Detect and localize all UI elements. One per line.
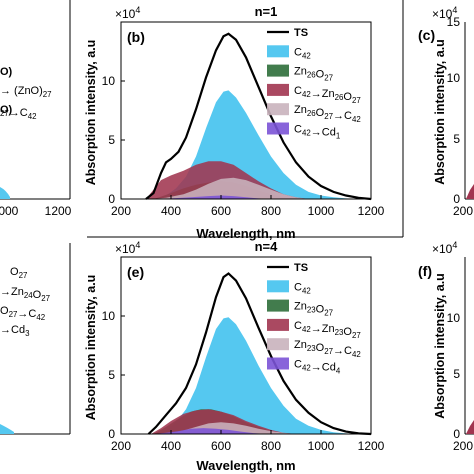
right-f-ytick: 10	[447, 311, 461, 325]
axes-frame	[120, 21, 372, 200]
legend-swatch-c	[267, 280, 289, 293]
legend-label: C42→Zn23O27	[294, 320, 361, 340]
legend-swatch-zn	[267, 64, 289, 77]
x-tick-label: 400	[161, 439, 181, 453]
legend-swatch-czn	[267, 318, 289, 331]
left-a-legend-text: O)	[0, 66, 13, 78]
x-tick-label: 800	[261, 204, 281, 218]
right-f-exponent: ×104	[432, 240, 457, 256]
area-ccd	[153, 428, 266, 434]
legend-swatch-zn	[267, 299, 289, 312]
area-znc	[151, 177, 309, 199]
y-tick-label: 10	[102, 74, 116, 88]
area-ccd	[153, 195, 271, 199]
right-f-ytick: 5	[453, 367, 460, 381]
right-f-ylabel: Absorption intensity, a.u	[433, 273, 447, 419]
legend-label: Zn26O27→C42	[294, 104, 361, 124]
y-axis-label: Absorption intensity, a.u	[84, 275, 98, 421]
y-tick-label: 10	[102, 309, 116, 323]
panel-label: (b)	[127, 29, 145, 45]
right-c-ytick: 5	[453, 132, 460, 146]
left-a-legend-text: → (ZnO)27	[0, 85, 52, 99]
panel-label-c: (c)	[418, 27, 435, 43]
right-c-area	[466, 184, 474, 199]
left-d-area	[0, 424, 14, 434]
line-ts	[145, 32, 372, 201]
chart-title: n=4	[255, 239, 279, 254]
right-c-ylabel: Absorption intensity, a.u	[433, 39, 447, 185]
legend-label: C42	[294, 46, 311, 60]
x-tick-label: 200	[111, 439, 131, 453]
y-tick-label: 0	[108, 192, 115, 206]
legend-swatch-c	[267, 45, 289, 58]
x-axis-label: Wavelength, nm	[196, 458, 295, 473]
right-c-xtick: 200	[453, 204, 473, 218]
legend-label: Zn23O27	[294, 301, 333, 318]
panel-label: (e)	[127, 264, 144, 280]
legend-swatch-czn	[267, 83, 289, 96]
left-a-legend-text: 27→C42	[0, 107, 37, 121]
left-d-legend-text: O27	[10, 266, 27, 280]
chart-title: n=1	[255, 4, 278, 19]
x-tick-label: 400	[161, 204, 181, 218]
x-tick-label: 600	[211, 204, 231, 218]
x-tick-label: 1200	[358, 204, 385, 218]
y-tick-label: 5	[108, 368, 115, 382]
x-tick-label: 600	[211, 439, 231, 453]
area-c	[153, 317, 359, 434]
legend-label: Zn26O27	[294, 66, 333, 83]
right-c-ytick: 15	[447, 15, 461, 29]
x-tick-label: 200	[111, 204, 131, 218]
x-tick-label: 1000	[308, 204, 335, 218]
right-c-ytick: 10	[447, 71, 461, 85]
left-a-tick: 1000	[0, 204, 19, 218]
left-a-tick: 1200	[45, 204, 72, 218]
left-d-legend-text: O27→C42	[0, 305, 45, 322]
legend-label: C42→Zn26O27	[294, 85, 361, 105]
left-d-legend-text: →Cd3	[0, 324, 30, 338]
area-czn	[151, 409, 296, 434]
y-tick-label: 5	[108, 133, 115, 147]
right-f-area	[466, 420, 474, 434]
legend-label: TS	[294, 262, 308, 274]
line-ts	[147, 272, 372, 436]
legend-swatch-znc	[267, 338, 289, 351]
legend-label: C42→Cd4	[294, 359, 341, 376]
right-f-ytick: 0	[453, 427, 460, 441]
x-tick-label: 1200	[358, 439, 385, 453]
legend-swatch-znc	[267, 103, 289, 116]
right-c-exponent: ×104	[432, 5, 457, 21]
axes-frame	[120, 256, 372, 435]
legend-swatch-ccd	[267, 122, 289, 135]
legend-label: C42	[294, 281, 311, 295]
y-tick-label: 0	[108, 427, 115, 441]
panel-label-f: (f)	[418, 263, 432, 279]
y-exponent: ×104	[115, 240, 140, 256]
x-tick-label: 1000	[308, 439, 335, 453]
left-a-area	[0, 187, 10, 199]
cropped-neighbor-panels: 10001200O)→ (ZnO)27O)27→C42O27→Zn24O27O2…	[0, 0, 474, 453]
right-c-ytick: 0	[453, 192, 460, 206]
chart-panel-0: 200 400 600 800 1000 1200 0 5 10 ×104 n=1 Wavelengt…	[84, 4, 385, 241]
y-exponent: ×104	[115, 5, 140, 21]
right-f-xtick: 200	[453, 439, 473, 453]
x-tick-label: 800	[261, 439, 281, 453]
chart-panel-1: 200 400 600 800 1000 1200 0 5 10 ×104 n=4 Wavelengt…	[84, 239, 385, 473]
legend-label: TS	[294, 27, 308, 39]
legend-swatch-ccd	[267, 357, 289, 370]
legend-label: C42→Cd1	[294, 124, 341, 141]
left-d-legend-text: →Zn24O27	[0, 286, 50, 303]
y-axis-label: Absorption intensity, a.u	[84, 40, 98, 186]
legend-label: Zn23O27→C42	[294, 339, 361, 359]
x-axis-label: Wavelength, nm	[196, 226, 295, 241]
left-a-legend-text: O)	[0, 104, 13, 116]
